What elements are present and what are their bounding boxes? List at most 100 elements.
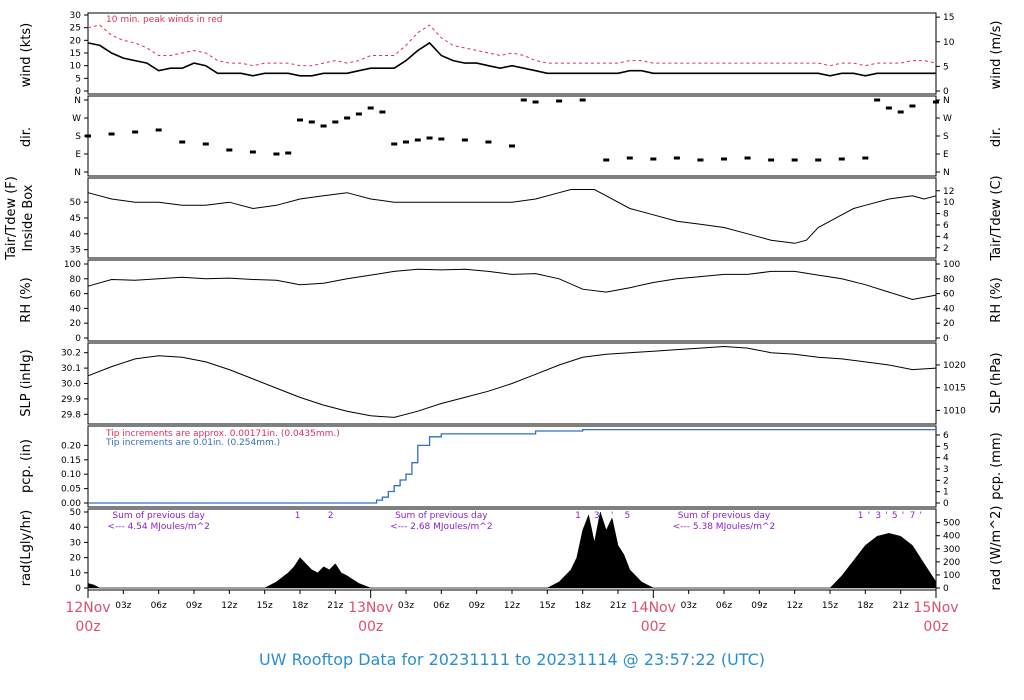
rad-hour-mark: ' (611, 511, 613, 521)
temp-left-label-2: Inside Box (21, 184, 36, 251)
dir-point (379, 110, 386, 114)
dir-point (355, 112, 362, 116)
temp-rtick-label: 10 (943, 198, 955, 208)
wind-rtick-label: 10 (943, 38, 955, 48)
temp-rtick-label: 8 (943, 210, 949, 220)
temp-rtick-label: 12 (943, 187, 954, 197)
dir-rtick-label: S (943, 132, 949, 142)
rh-line (87, 268, 937, 301)
dir-point (697, 158, 704, 162)
rad-hour-mark: ' (868, 511, 870, 521)
rad-sum-value: <--- 5.38 MJoules/m^2 (673, 522, 775, 532)
dir-point (721, 157, 727, 161)
dir-point (791, 158, 798, 162)
x-tick-label: 06z (433, 601, 449, 611)
day-label: 14Nov (631, 600, 676, 616)
x-tick-label: 12z (221, 601, 237, 611)
x-tick-label: 09z (186, 601, 202, 611)
rad-hour-mark: ' (885, 511, 887, 521)
day-hour-label: 00z (75, 619, 100, 635)
wind-left-label: wind (kts) (19, 23, 34, 87)
wind-peak-note: 10 min. peak winds in red (106, 15, 223, 25)
dir-point (179, 140, 186, 144)
rad-hour-mark: 1 (575, 511, 581, 521)
rad-rtick-label: 300 (943, 545, 960, 555)
wind-rtick-label: 0 (943, 87, 949, 97)
rad-area (87, 511, 937, 589)
rad-hour-mark: 2 (328, 511, 334, 521)
rad-rtick-label: 400 (943, 532, 960, 542)
temp-tick-label: 50 (70, 198, 82, 208)
pcp-tick-label: 0.00 (61, 499, 81, 509)
rad-tick-label: 0 (75, 584, 81, 594)
dir-point (909, 104, 916, 108)
slp-tick-label: 30.1 (61, 364, 81, 374)
dir-tick-label: S (75, 132, 81, 142)
dir-point (768, 158, 775, 162)
rh-rtick-label: 0 (943, 334, 949, 344)
temp-line (87, 189, 937, 244)
pcp-line (88, 428, 936, 504)
dir-point (202, 142, 209, 146)
rad-hour-mark: 1 (858, 511, 864, 521)
pcp-tick-label: 0.15 (61, 456, 81, 466)
x-tick-label: 18z (292, 601, 308, 611)
x-tick-label: 06z (716, 601, 732, 611)
rad-hour-mark: ' (919, 511, 921, 521)
dir-tick-label: W (72, 114, 81, 124)
rh-tick-label: 40 (70, 304, 82, 314)
rad-hour-mark: 7 (910, 511, 916, 521)
temp-rtick-label: 6 (943, 221, 949, 231)
dir-point (673, 156, 680, 160)
day-label: 13Nov (348, 600, 393, 616)
x-tick-label: 18z (857, 601, 873, 611)
rad-rtick-label: 500 (943, 519, 960, 529)
temp-left-label: Tair/Tdew (F) (4, 176, 19, 261)
wind-tick-label: 5 (75, 74, 81, 84)
dir-tick-label: E (75, 150, 81, 160)
dir-point (838, 157, 845, 161)
pcp-rtick-label: 2 (943, 476, 949, 486)
dir-rtick-label: E (943, 150, 949, 160)
rh-tick-label: 60 (70, 290, 82, 300)
dir-point (885, 106, 892, 110)
rad-tick-label: 30 (70, 538, 82, 548)
x-tick-label: 03z (115, 601, 131, 611)
dir-point (579, 98, 586, 102)
x-tick-label: 03z (398, 601, 414, 611)
rad-sum-note: Sum of previous day (112, 511, 205, 521)
dir-point (862, 156, 869, 160)
rad-sum-value: <--- 2.68 MJoules/m^2 (390, 522, 492, 532)
temp-tick-label: 40 (70, 230, 82, 240)
slp-rtick-label: 1010 (943, 406, 966, 416)
dir-point (249, 150, 256, 154)
rh-tick-label: 0 (75, 334, 81, 344)
rad-sum-value: <--- 4.54 MJoules/m^2 (107, 522, 209, 532)
dir-point (285, 151, 292, 155)
dir-point (403, 140, 409, 144)
rad-right-label: rad (W/m^2) (989, 506, 1004, 591)
x-tick-label: 03z (681, 601, 697, 611)
rh-right-label: RH (%) (989, 277, 1004, 322)
pcp-rtick-label: 6 (943, 431, 949, 441)
rh-left-label: RH (%) (19, 277, 34, 322)
dir-tick-label: N (74, 96, 81, 106)
rh-tick-label: 80 (70, 275, 82, 285)
pcp-tick-label: 0.20 (61, 441, 81, 451)
rh-rtick-label: 40 (943, 304, 955, 314)
wind-peak-line (87, 24, 937, 67)
rad-sum-note: Sum of previous day (395, 511, 488, 521)
dir-point (367, 106, 374, 110)
dir-point (650, 157, 657, 161)
temp-rtick-label: 4 (943, 232, 949, 242)
day-label: 12Nov (65, 600, 110, 616)
rad-sum-note: Sum of previous day (678, 511, 771, 521)
time-axis: 03z 06z 09z 12z 15z 18z 21z 03z 06z 09z 12z 15z 18z 2… (65, 590, 959, 635)
x-tick-label: 21z (610, 601, 626, 611)
wind-tick-label: 15 (70, 49, 81, 59)
wind-tick-label: 10 (70, 62, 82, 72)
dir-point (603, 158, 610, 162)
rad-frame (87, 508, 937, 591)
